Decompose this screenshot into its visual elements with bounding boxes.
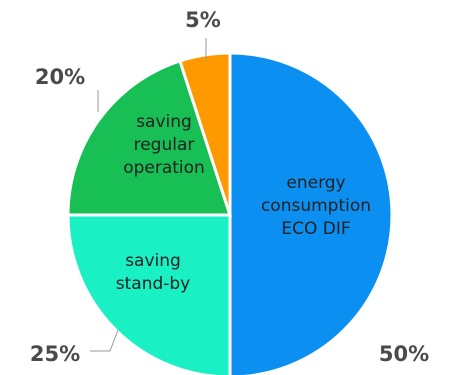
pct-label-3: 5% bbox=[185, 8, 221, 32]
slice-label-2: saving regular operation bbox=[123, 112, 205, 178]
pie-labels: energy consumption ECO DIF 50% saving stand-b… bbox=[30, 8, 429, 366]
pct-label-1: 25% bbox=[30, 342, 80, 366]
pct-label-0: 50% bbox=[379, 342, 429, 366]
slice-label-1: saving stand-by bbox=[116, 251, 191, 294]
pie-slice-2 bbox=[66, 59, 233, 217]
pie-slice-3 bbox=[178, 51, 232, 216]
slice-label-0: energy consumption ECO DIF bbox=[261, 173, 371, 239]
pie-slices bbox=[66, 51, 394, 375]
leader-lines bbox=[90, 38, 207, 352]
pie-slice-0 bbox=[228, 51, 394, 375]
pie-slice-1 bbox=[66, 213, 232, 375]
leader-line-1 bbox=[90, 329, 119, 352]
pct-label-2: 20% bbox=[35, 65, 85, 89]
